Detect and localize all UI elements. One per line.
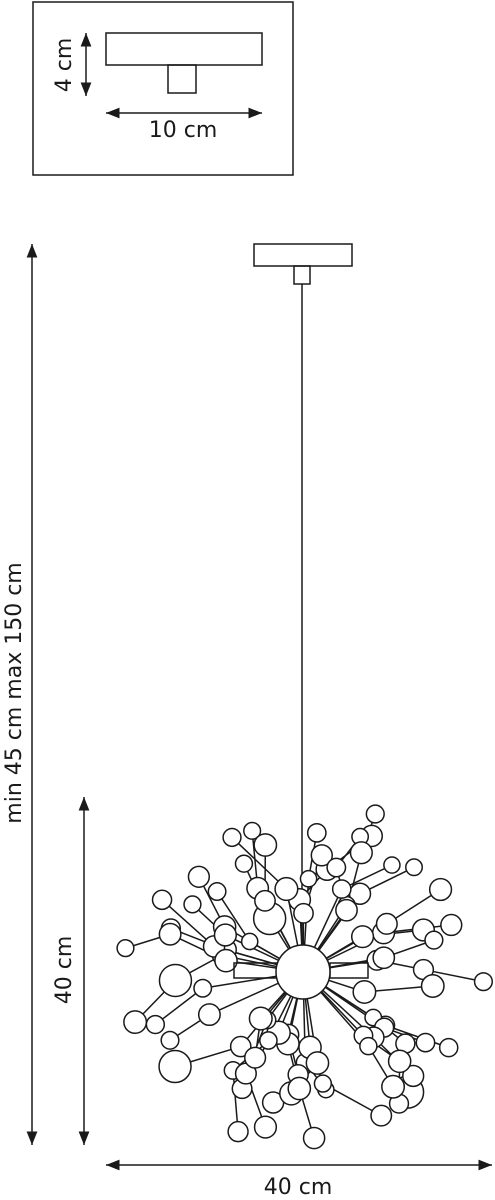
crystal-ball xyxy=(160,1030,180,1050)
crystal-ball xyxy=(183,895,202,914)
crystal-ball xyxy=(229,1035,252,1058)
inset-frame xyxy=(32,1,294,176)
crystal-ball xyxy=(305,1051,330,1075)
crystal-ball xyxy=(158,922,182,946)
crystal-ball xyxy=(335,898,358,922)
crystal-ball xyxy=(440,913,463,937)
crystal-ball xyxy=(243,821,262,840)
crystal-ball xyxy=(365,804,385,824)
inset-canopy xyxy=(105,32,263,66)
crystal-ball xyxy=(310,844,333,867)
crystal-ball xyxy=(473,972,494,992)
crystal-ball xyxy=(331,879,352,899)
crystal-ball xyxy=(383,856,401,874)
stem xyxy=(231,836,287,890)
crystal-ball xyxy=(234,854,254,873)
crystal-ball xyxy=(123,1010,148,1035)
crystal-ball xyxy=(352,979,377,1004)
crystal-ball xyxy=(438,1037,459,1058)
canopy xyxy=(253,243,353,267)
crystal-ball xyxy=(326,857,347,878)
crystal-ball xyxy=(350,925,375,949)
crystal-ball xyxy=(313,1074,333,1093)
crystal-ball xyxy=(306,822,327,843)
crystal-ball xyxy=(240,932,259,951)
crystal-ball xyxy=(428,877,453,902)
shade xyxy=(116,804,494,1150)
crystal-ball xyxy=(151,889,173,911)
crystal-ball xyxy=(248,1006,273,1031)
crystal-ball xyxy=(214,948,238,973)
inset-width-label: 10 cm xyxy=(149,118,218,143)
shade-height-label: 40 cm xyxy=(52,936,77,1005)
crystal-ball xyxy=(302,1126,326,1150)
crystal-ball xyxy=(287,1076,312,1101)
shade-width-label: 40 cm xyxy=(264,1175,333,1200)
inset-height-label: 4 cm xyxy=(52,38,77,93)
crystal-ball xyxy=(274,876,299,902)
stem xyxy=(161,899,215,947)
crystal-ball xyxy=(187,865,211,888)
stem xyxy=(385,1024,449,1049)
crystal-ball xyxy=(293,902,314,924)
inset-stem xyxy=(167,64,197,94)
crystal-ball xyxy=(222,827,242,848)
stem xyxy=(154,987,204,1026)
crystal-ball xyxy=(370,1104,393,1127)
canopy-stem xyxy=(293,265,311,285)
crystal-ball xyxy=(116,939,135,958)
crystal-ball xyxy=(387,1049,412,1074)
crystal-ball xyxy=(375,912,398,935)
crystal-ball xyxy=(372,946,396,970)
crystal-ball xyxy=(259,1031,278,1050)
crystal-ball xyxy=(415,1032,436,1053)
crystal-ball xyxy=(253,1115,278,1139)
crystal-ball xyxy=(213,923,237,947)
crystal-ball xyxy=(244,1046,267,1069)
crystal-ball xyxy=(381,1074,406,1099)
crystal-ball xyxy=(405,858,423,877)
stem xyxy=(216,891,251,942)
crystal-ball xyxy=(193,978,213,998)
crystal-ball xyxy=(359,1036,378,1056)
crystal-ball xyxy=(424,930,444,950)
center-ball xyxy=(275,944,331,1000)
crystal-ball xyxy=(253,833,278,857)
total-height-label: min 45 cm max 150 cm xyxy=(2,562,27,823)
crystal-ball xyxy=(254,889,276,912)
crystal-ball xyxy=(299,869,318,888)
crystal-ball xyxy=(197,1003,221,1027)
crystal-ball xyxy=(227,1120,249,1143)
crystal-ball xyxy=(420,974,445,998)
crystal-ball xyxy=(349,841,373,865)
crystal-ball xyxy=(207,882,227,902)
crystal-ball xyxy=(402,1064,425,1088)
crystal-ball xyxy=(158,1049,192,1084)
crystal-ball xyxy=(158,963,193,998)
crystal-ball xyxy=(145,1014,166,1035)
